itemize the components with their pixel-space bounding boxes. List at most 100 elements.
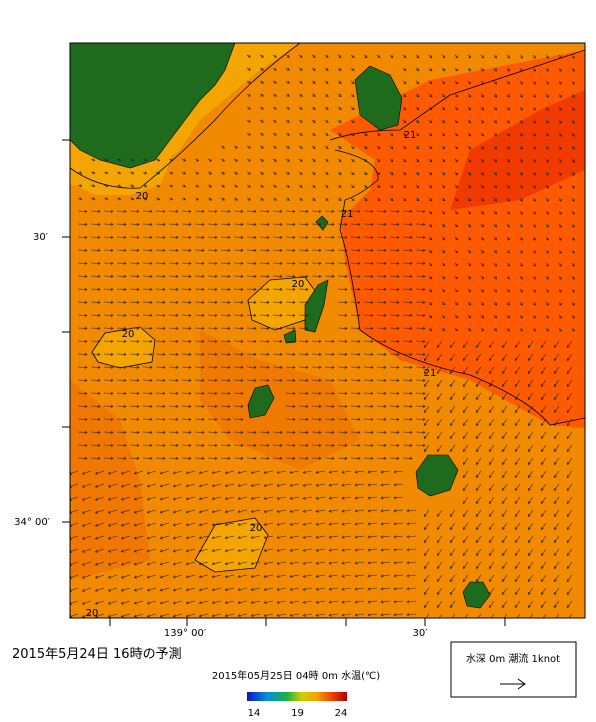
current-arrow [194,456,205,460]
current-arrow [389,54,394,59]
current-arrow [155,184,161,188]
current-arrow [246,287,257,291]
contour [91,326,156,369]
current-arrow [263,548,274,552]
current-arrow [259,235,270,239]
current-arrow [415,222,426,226]
current-arrow [376,222,387,226]
current-arrow [527,392,534,400]
current-arrow [423,600,430,608]
current-arrow [233,222,244,226]
current-arrow [116,274,127,278]
island [462,581,491,609]
current-arrow [298,313,309,317]
current-arrow [415,209,426,213]
current-arrow [246,456,257,460]
current-arrow [376,339,387,343]
current-arrow [540,392,547,400]
current-arrow [566,353,573,361]
current-arrow [259,261,270,265]
current-arrow [107,470,118,475]
current-arrow [441,158,446,163]
current-arrow [493,223,497,228]
current-arrow [558,327,562,332]
current-arrow [70,535,79,540]
current-arrow [211,561,222,566]
current-arrow [363,378,374,382]
current-arrow [337,197,342,201]
current-arrow [194,404,205,408]
current-arrow [354,574,365,578]
current-arrow [402,93,407,98]
current-arrow [207,235,218,239]
current-arrow [129,287,140,291]
current-arrow [298,209,309,213]
current-arrow [185,574,196,579]
current-arrow [514,366,521,374]
current-arrow [94,600,105,605]
current-arrow [475,470,482,478]
current-arrow [94,535,105,540]
current-arrow [185,470,196,475]
current-arrow [415,339,426,343]
current-arrow [155,430,166,434]
current-arrow [194,352,205,356]
current-arrow [540,587,547,595]
current-arrow [103,378,114,382]
current-arrow [311,145,316,149]
current-arrow [207,184,212,188]
current-arrow [337,430,348,434]
current-arrow [454,54,459,59]
current-arrow [90,184,96,188]
current-arrow [181,287,192,291]
current-arrow [389,132,394,137]
current-arrow [103,171,109,175]
current-arrow [480,171,485,176]
current-arrow [532,197,536,202]
current-arrow [436,379,443,387]
current-arrow [70,613,79,618]
axis-ticks [62,139,506,626]
current-arrow [441,184,446,189]
current-arrow [107,574,118,579]
current-arrow [363,300,374,304]
current-arrow [367,483,378,487]
current-arrow [155,274,166,278]
current-arrow [311,404,322,408]
current-arrow [272,443,283,447]
current-arrow [428,301,433,306]
current-arrow [558,158,562,163]
current-arrow [363,184,368,188]
current-arrow [198,470,209,475]
current-arrow [428,93,433,98]
current-arrow [540,457,547,465]
current-arrow [558,54,562,59]
current-arrow [393,561,404,565]
current-arrow [237,470,248,475]
current-arrow [194,430,205,434]
current-arrow [211,470,222,475]
current-arrow [172,535,183,540]
current-arrow [540,561,547,569]
current-arrow [532,210,536,215]
current-arrow [94,496,105,501]
current-arrow [90,222,101,226]
current-arrow [146,509,157,514]
current-arrow [428,236,433,241]
current-arrow [506,171,510,176]
current-arrow [506,54,510,59]
lon-label: 30′ [413,628,429,639]
current-arrow [220,352,231,356]
current-arrow [406,561,417,565]
current-arrow [514,522,521,530]
current-arrow [207,326,218,330]
current-arrow [233,391,244,395]
current-arrow [363,274,374,278]
current-arrow [514,574,521,582]
current-arrow [168,171,174,175]
current-arrow [220,197,225,201]
current-arrow [159,535,170,540]
current-arrow [298,417,309,421]
current-arrow [259,80,264,84]
current-arrow [142,391,153,395]
